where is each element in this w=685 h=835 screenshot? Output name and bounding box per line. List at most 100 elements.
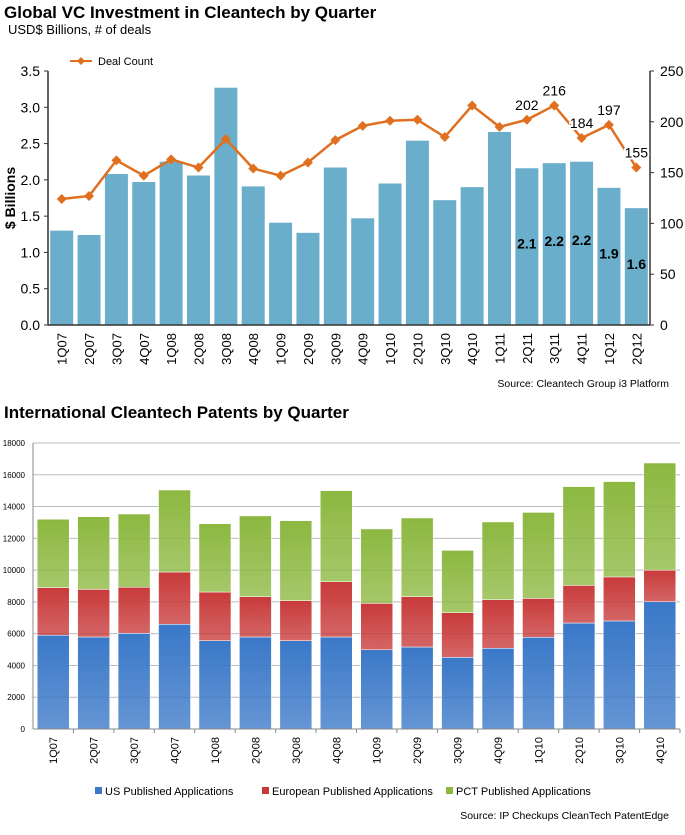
deal-count-marker bbox=[385, 116, 395, 126]
x-tick-label: 4Q08 bbox=[246, 333, 261, 365]
x-tick-label: 3Q11 bbox=[547, 333, 562, 364]
x-tick-label: 3Q10 bbox=[438, 333, 453, 365]
bar-2Q08 bbox=[187, 176, 210, 325]
bar-4Q10-2 bbox=[644, 463, 676, 570]
bar-1Q08-1 bbox=[199, 592, 231, 641]
bar-2Q10 bbox=[406, 141, 429, 325]
y-tick-label: 0 bbox=[21, 725, 26, 734]
bar-label: 1.6 bbox=[627, 256, 647, 272]
bar-2Q10-0 bbox=[563, 623, 595, 729]
bar-3Q08-0 bbox=[280, 641, 312, 729]
x-tick-label: 1Q07 bbox=[55, 333, 70, 365]
bar-1Q10-1 bbox=[522, 598, 554, 637]
y-tick-label: 10000 bbox=[3, 566, 26, 575]
x-tick-label: 1Q09 bbox=[372, 737, 384, 764]
y2-tick-label: 100 bbox=[660, 215, 684, 231]
x-tick-label: 1Q12 bbox=[602, 333, 617, 365]
deal-count-marker bbox=[522, 115, 532, 125]
bar-1Q07-0 bbox=[37, 635, 69, 729]
y-tick-label: 14000 bbox=[3, 503, 26, 512]
bar-3Q08-1 bbox=[280, 601, 312, 641]
bar-3Q10-2 bbox=[603, 482, 635, 577]
legend-swatch bbox=[262, 787, 269, 794]
x-tick-label: 4Q09 bbox=[493, 737, 505, 764]
y2-tick-label: 200 bbox=[660, 114, 684, 130]
bar-3Q09-2 bbox=[442, 550, 474, 612]
x-tick-label: 3Q07 bbox=[129, 737, 141, 764]
bar-2Q10-2 bbox=[563, 487, 595, 586]
y-tick-label: 16000 bbox=[3, 471, 26, 480]
bar-4Q09 bbox=[351, 218, 374, 325]
bar-4Q10-1 bbox=[644, 570, 676, 602]
x-tick-label: 4Q08 bbox=[331, 737, 343, 764]
x-tick-label: 4Q10 bbox=[465, 333, 480, 365]
x-tick-label: 4Q09 bbox=[356, 333, 371, 365]
bar-label: 2.2 bbox=[572, 232, 592, 248]
bar-1Q08 bbox=[160, 162, 183, 325]
bar-label: 1.9 bbox=[599, 246, 619, 262]
y-tick-label: 8000 bbox=[7, 598, 25, 607]
bar-1Q10 bbox=[379, 183, 402, 325]
x-tick-label: 3Q08 bbox=[219, 333, 234, 365]
y-tick-label: 1.5 bbox=[21, 208, 41, 224]
bar-4Q09-0 bbox=[482, 648, 514, 729]
x-tick-label: 1Q10 bbox=[383, 333, 398, 365]
bar-2Q09-1 bbox=[401, 597, 433, 647]
bar-2Q09 bbox=[296, 233, 319, 325]
bar-label: 2.1 bbox=[517, 235, 537, 251]
bar-2Q09-0 bbox=[401, 647, 433, 729]
deal-count-label: 216 bbox=[543, 83, 567, 99]
legend-label: PCT Published Applications bbox=[456, 786, 591, 798]
bar-2Q07-2 bbox=[78, 517, 110, 590]
bar-2Q08-2 bbox=[239, 516, 271, 597]
y-tick-label: 12000 bbox=[3, 534, 26, 543]
bar-4Q07 bbox=[132, 182, 155, 325]
bar-1Q07-2 bbox=[37, 519, 69, 587]
bar-2Q07 bbox=[78, 235, 101, 325]
y-tick-label: 0.5 bbox=[21, 281, 41, 297]
bar-2Q07-0 bbox=[78, 637, 110, 729]
bar-4Q08-2 bbox=[320, 491, 352, 582]
bar-2Q08-1 bbox=[239, 597, 271, 637]
bar-2Q07-1 bbox=[78, 589, 110, 637]
y-tick-label: 0.0 bbox=[21, 317, 41, 333]
bar-4Q08-0 bbox=[320, 637, 352, 729]
x-tick-label: 1Q10 bbox=[533, 737, 545, 764]
legend-label: European Published Applications bbox=[272, 786, 433, 798]
x-tick-label: 1Q09 bbox=[274, 333, 289, 365]
bar-2Q10-1 bbox=[563, 585, 595, 623]
y-tick-label: 4000 bbox=[7, 661, 25, 670]
bar-2Q08-0 bbox=[239, 637, 271, 729]
vc-investment-chart: 0.00.51.01.52.02.53.03.5050100150200250$… bbox=[0, 0, 685, 375]
y-tick-label: 2.0 bbox=[21, 172, 41, 188]
x-tick-label: 2Q09 bbox=[301, 333, 316, 365]
bar-3Q10-0 bbox=[603, 621, 635, 729]
bar-4Q07-2 bbox=[159, 490, 191, 572]
bar-4Q07-1 bbox=[159, 572, 191, 624]
y2-tick-label: 250 bbox=[660, 63, 684, 79]
x-tick-label: 2Q12 bbox=[629, 333, 644, 365]
bar-1Q09-0 bbox=[361, 650, 393, 729]
bar-1Q07 bbox=[50, 231, 73, 325]
x-tick-label: 3Q09 bbox=[328, 333, 343, 365]
bar-1Q08-2 bbox=[199, 524, 231, 592]
legend-swatch bbox=[446, 787, 453, 794]
bar-1Q11 bbox=[488, 132, 511, 325]
x-tick-label: 1Q08 bbox=[164, 333, 179, 365]
x-tick-label: 2Q08 bbox=[192, 333, 207, 365]
bar-1Q08-0 bbox=[199, 641, 231, 729]
x-tick-label: 4Q11 bbox=[575, 333, 590, 364]
bar-3Q09-1 bbox=[442, 613, 474, 658]
y-tick-label: 3.5 bbox=[21, 63, 41, 79]
bar-3Q07-1 bbox=[118, 587, 150, 633]
legend-marker bbox=[77, 57, 85, 65]
bar-3Q07-0 bbox=[118, 633, 150, 729]
x-tick-label: 1Q11 bbox=[493, 333, 508, 364]
patents-chart: 0200040006000800010000120001400016000180… bbox=[0, 400, 685, 800]
y2-tick-label: 150 bbox=[660, 165, 684, 181]
bar-1Q09 bbox=[269, 223, 292, 325]
x-tick-label: 1Q08 bbox=[210, 737, 222, 764]
bar-1Q09-1 bbox=[361, 603, 393, 649]
bar-3Q10-1 bbox=[603, 577, 635, 621]
deal-count-label: 202 bbox=[515, 97, 539, 113]
